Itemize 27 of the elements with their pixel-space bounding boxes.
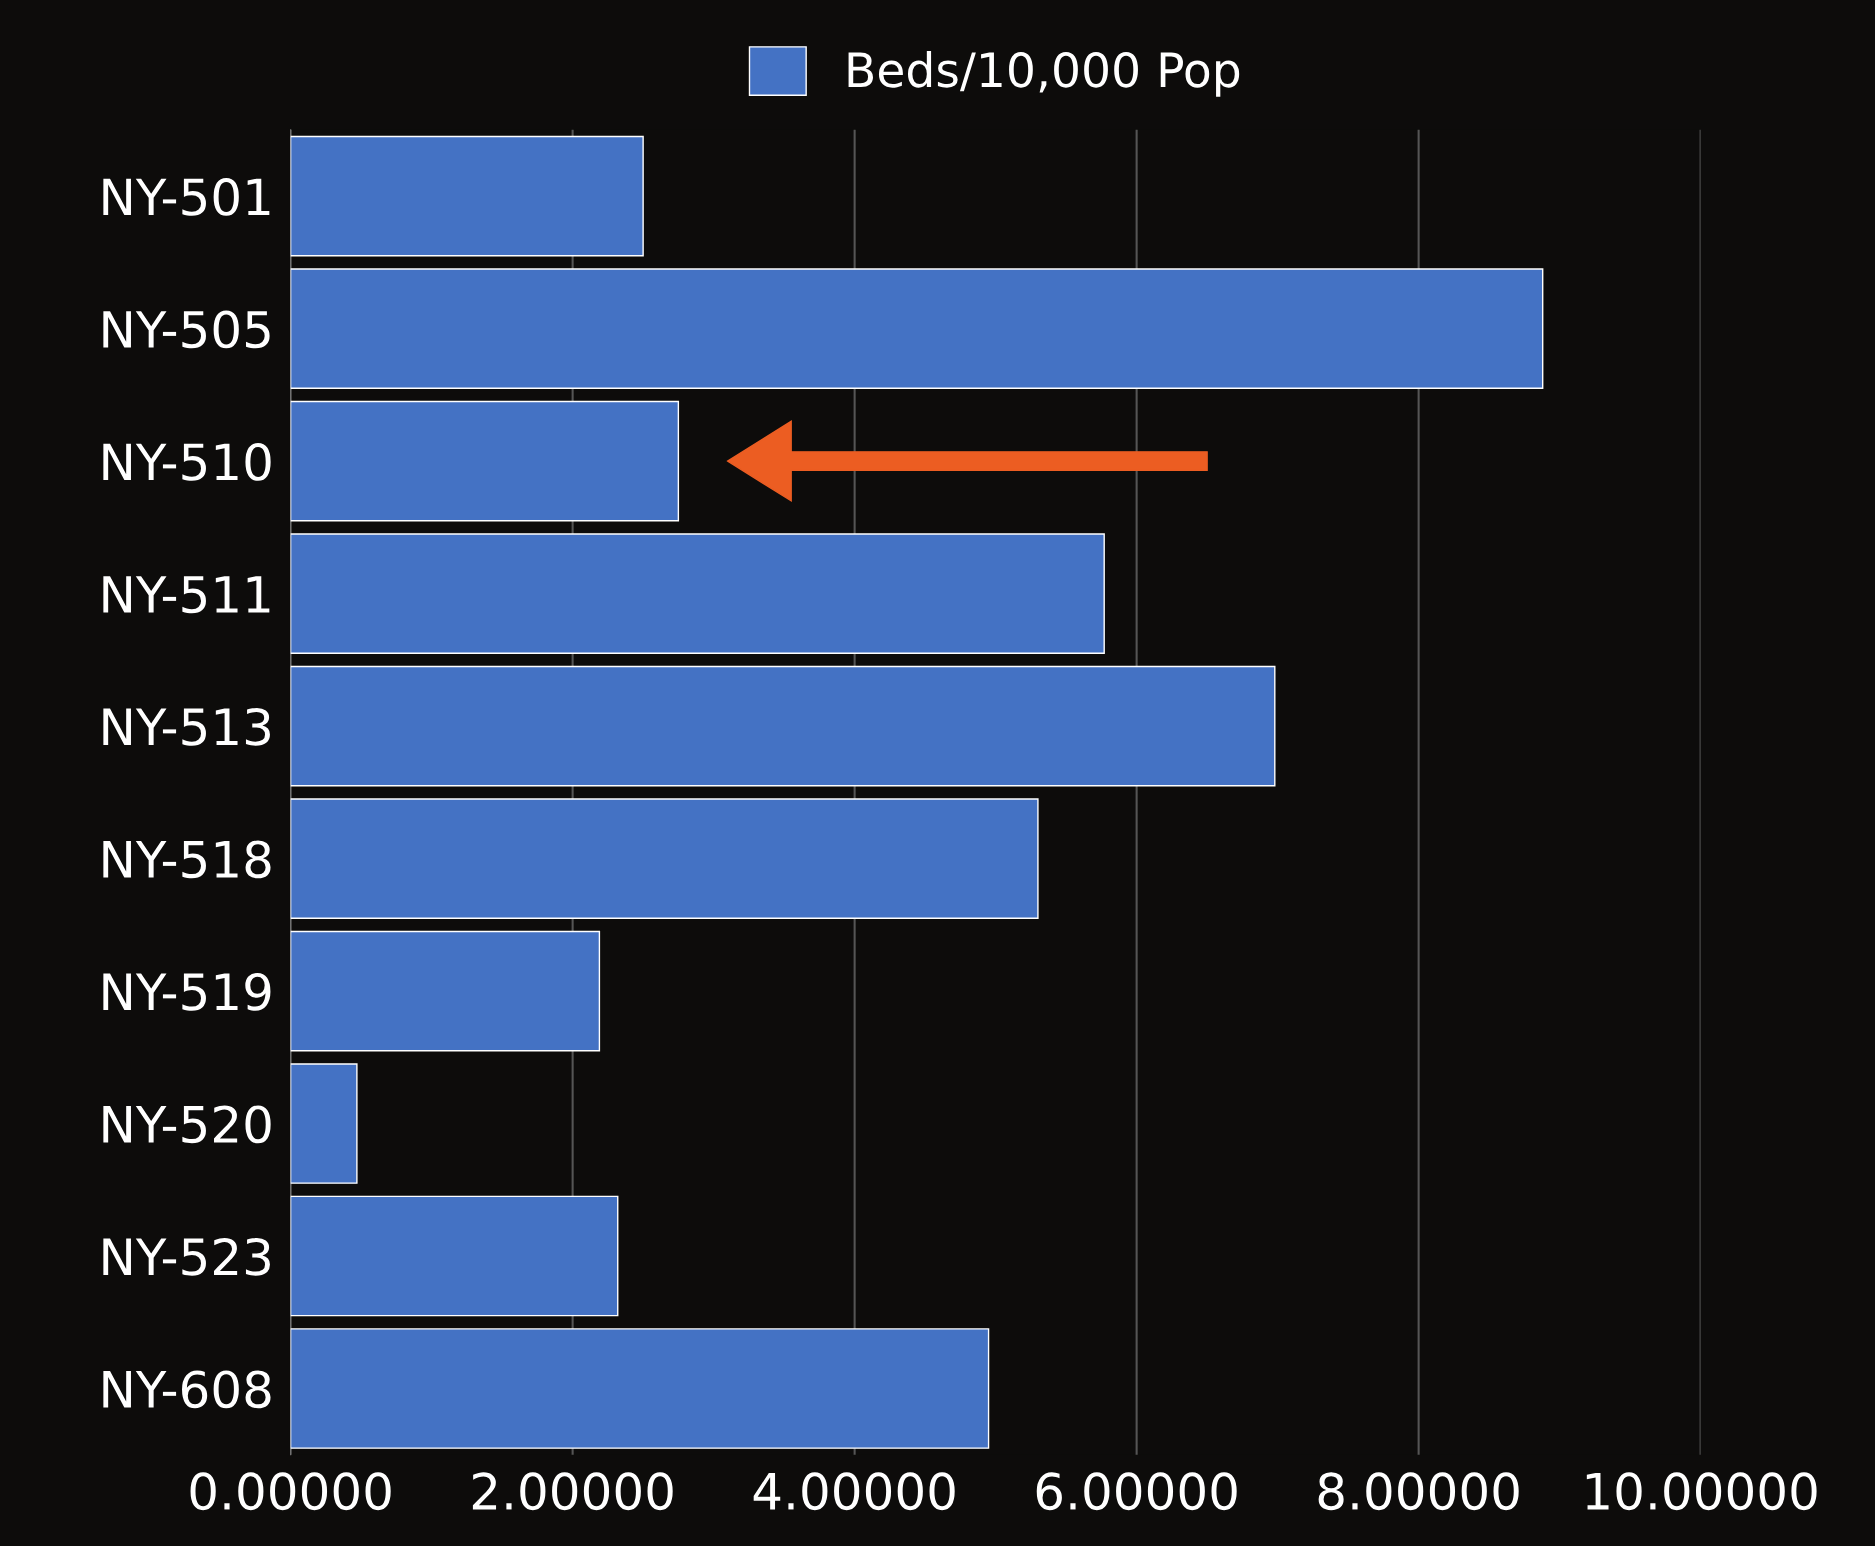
bar <box>290 135 644 257</box>
y-tick-label: NY-608 <box>103 1370 271 1409</box>
bar <box>290 930 601 1052</box>
x-tick-label: 2.00000 <box>472 1472 673 1511</box>
y-tick-label: NY-523 <box>103 1237 270 1276</box>
x-tick-label: 0.00000 <box>190 1472 391 1511</box>
x-tick-label: 10.00000 <box>1586 1472 1817 1511</box>
y-tick-label: NY-520 <box>103 1105 271 1144</box>
x-tick-label: 8.00000 <box>1318 1472 1519 1511</box>
y-tick-label: NY-501 <box>103 178 270 216</box>
x-tick-label: 6.00000 <box>1036 1472 1237 1511</box>
y-tick-label: NY-519 <box>103 972 271 1011</box>
bar <box>290 798 1039 919</box>
bar <box>290 1328 990 1449</box>
bar <box>290 268 1544 389</box>
bar <box>290 533 1105 654</box>
y-tick-label: NY-518 <box>103 840 271 879</box>
x-tick-label: 4.00000 <box>753 1472 955 1511</box>
bar <box>290 665 1276 787</box>
legend-label: Beds/10,000 Pop <box>848 51 1240 97</box>
y-tick-label: NY-510 <box>103 442 271 481</box>
y-tick-label: NY-511 <box>103 576 270 614</box>
bar <box>290 1195 619 1317</box>
y-tick-label: NY-513 <box>103 707 270 746</box>
bar <box>290 400 680 522</box>
y-tick-label: NY-505 <box>103 310 270 349</box>
bar <box>290 1063 358 1184</box>
